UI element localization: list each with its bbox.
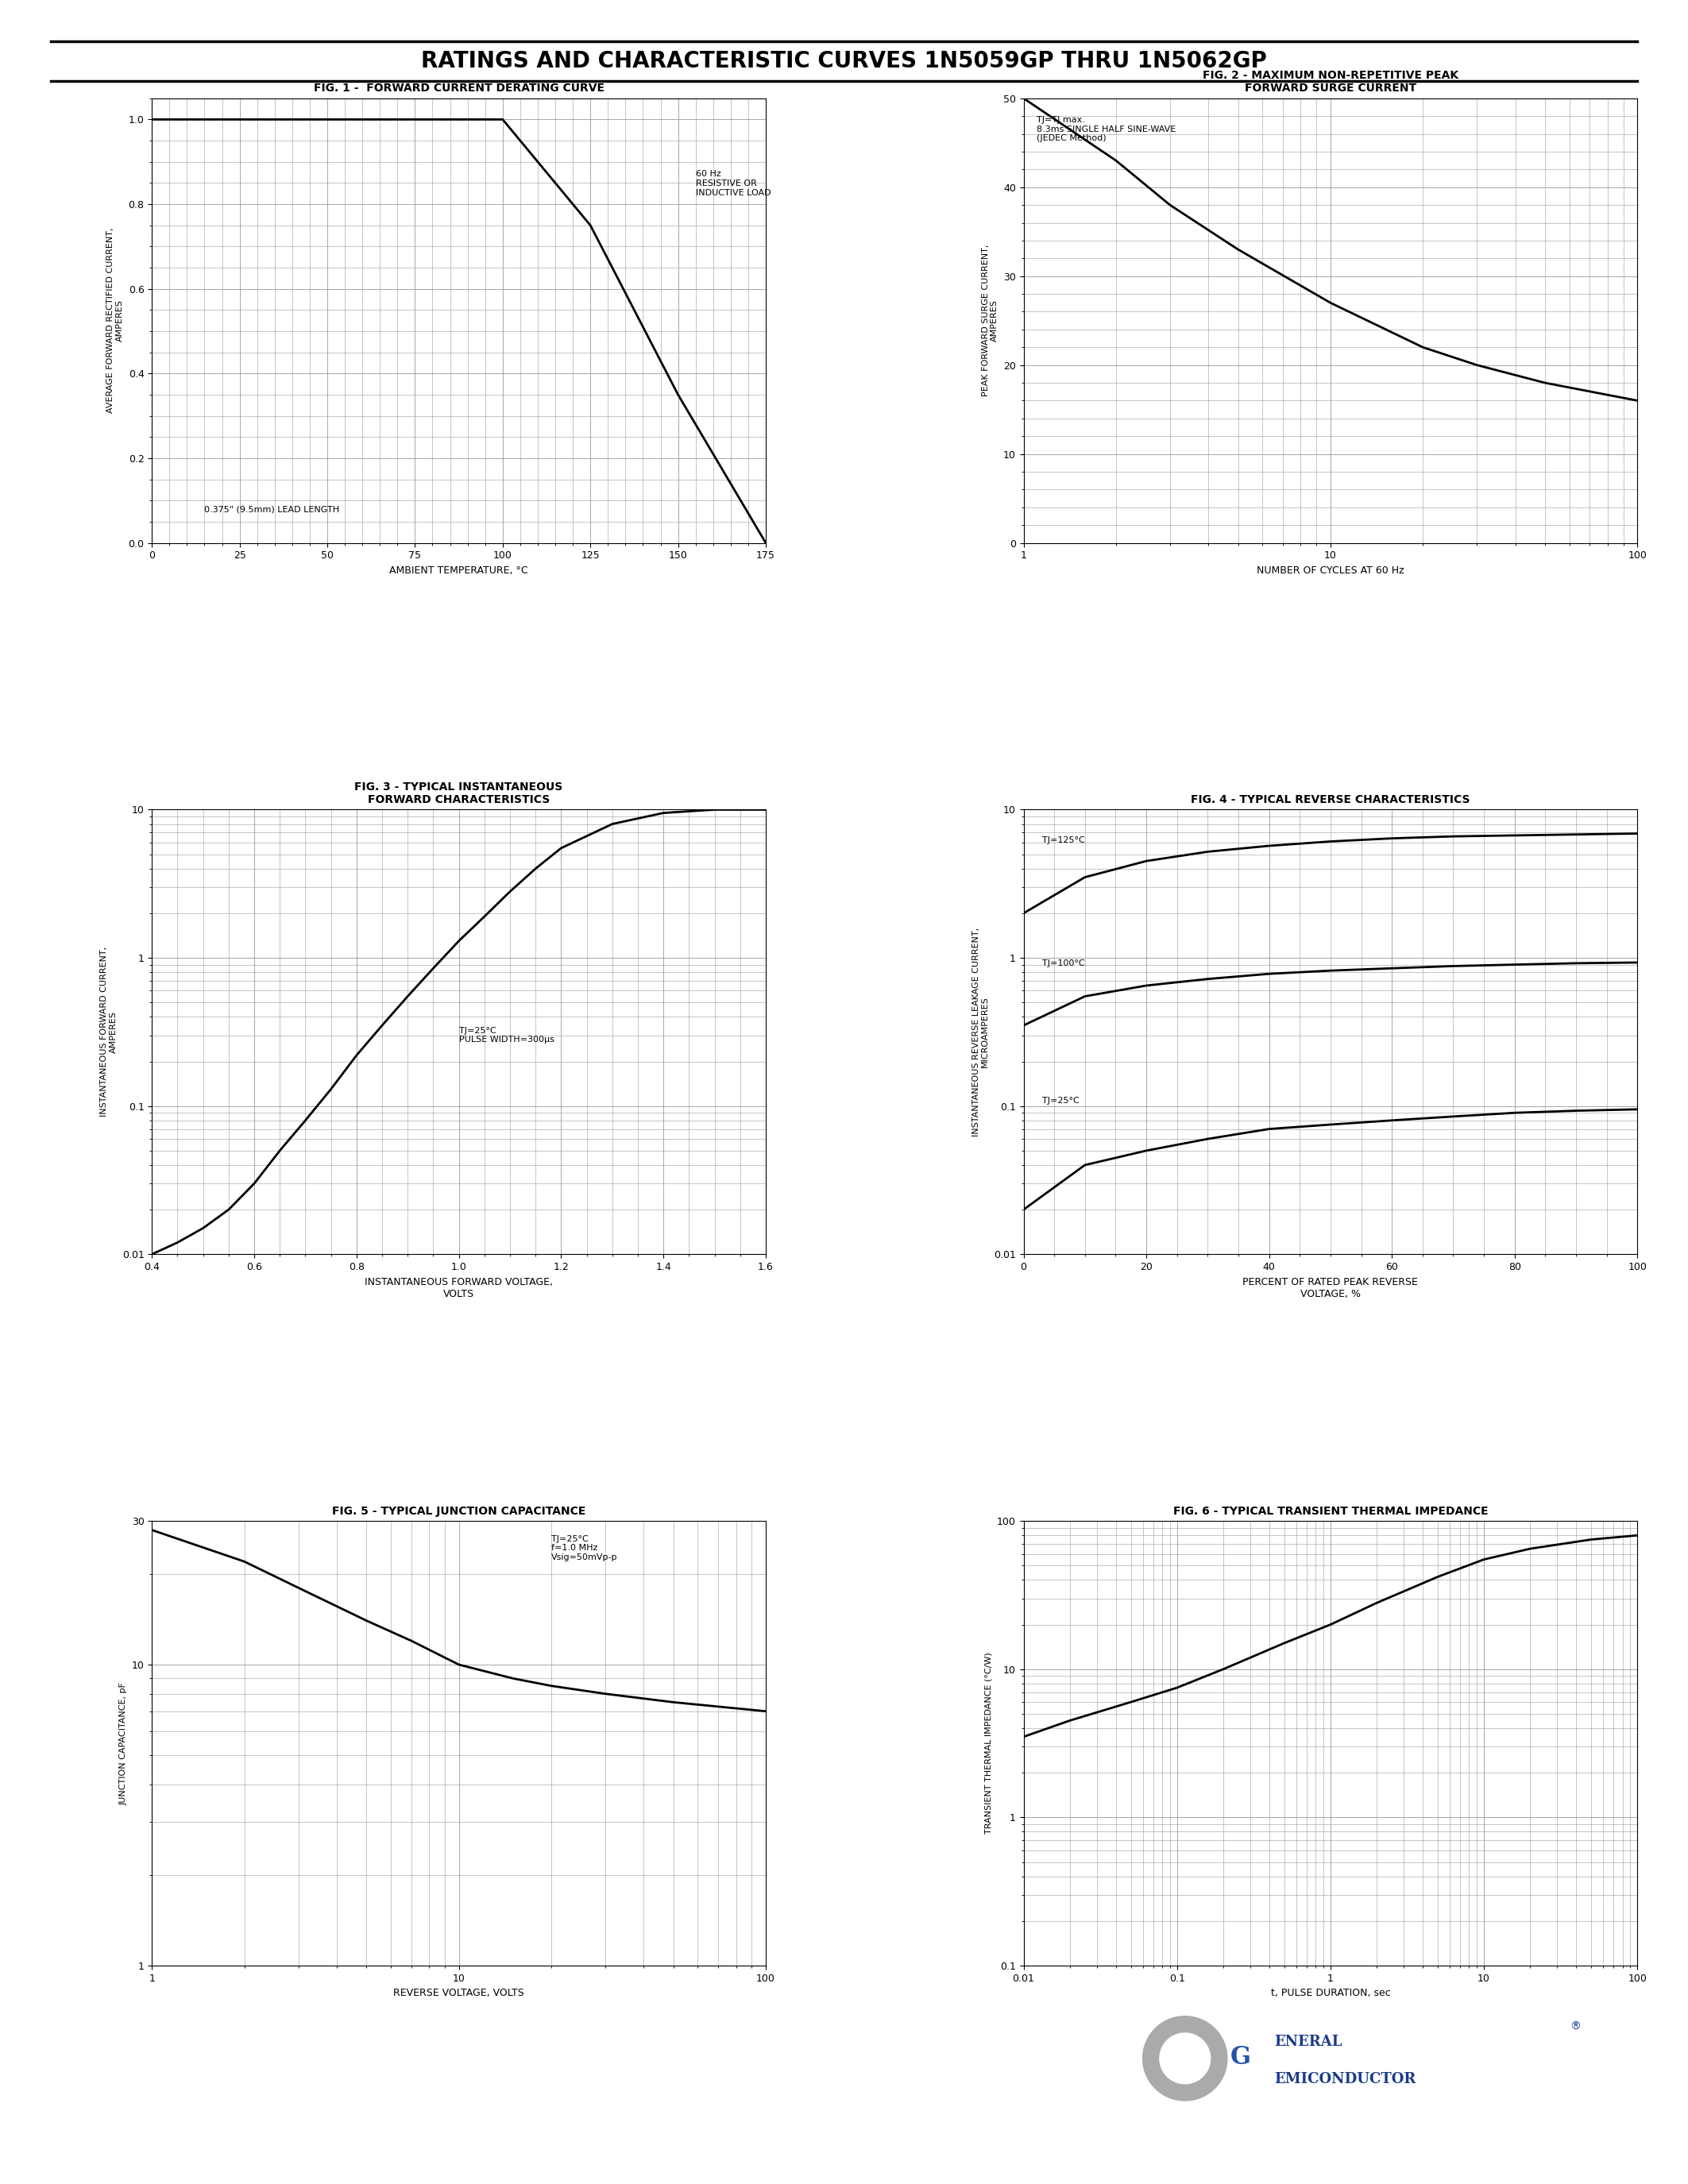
Text: TJ=TJ max.
8.3ms SINGLE HALF SINE-WAVE
(JEDEC Method): TJ=TJ max. 8.3ms SINGLE HALF SINE-WAVE (… xyxy=(1036,116,1175,142)
Title: FIG. 5 - TYPICAL JUNCTION CAPACITANCE: FIG. 5 - TYPICAL JUNCTION CAPACITANCE xyxy=(333,1505,586,1516)
X-axis label: NUMBER OF CYCLES AT 60 Hz: NUMBER OF CYCLES AT 60 Hz xyxy=(1258,566,1404,577)
Y-axis label: AVERAGE FORWARD RECTIFIED CURRENT,
AMPERES: AVERAGE FORWARD RECTIFIED CURRENT, AMPER… xyxy=(106,227,123,413)
X-axis label: AMBIENT TEMPERATURE, °C: AMBIENT TEMPERATURE, °C xyxy=(390,566,528,577)
Title: FIG. 3 - TYPICAL INSTANTANEOUS
FORWARD CHARACTERISTICS: FIG. 3 - TYPICAL INSTANTANEOUS FORWARD C… xyxy=(354,782,564,806)
Text: TJ=25°C: TJ=25°C xyxy=(1041,1096,1079,1105)
Text: ®: ® xyxy=(1570,2020,1582,2033)
X-axis label: t, PULSE DURATION, sec: t, PULSE DURATION, sec xyxy=(1271,1987,1391,1998)
Text: TJ=25°C
PULSE WIDTH=300μs: TJ=25°C PULSE WIDTH=300μs xyxy=(459,1026,554,1044)
Polygon shape xyxy=(1150,2046,1225,2099)
Polygon shape xyxy=(1160,2033,1210,2084)
Text: RATINGS AND CHARACTERISTIC CURVES 1N5059GP THRU 1N5062GP: RATINGS AND CHARACTERISTIC CURVES 1N5059… xyxy=(420,50,1268,72)
Polygon shape xyxy=(1143,2016,1227,2101)
X-axis label: REVERSE VOLTAGE, VOLTS: REVERSE VOLTAGE, VOLTS xyxy=(393,1987,525,1998)
Polygon shape xyxy=(1161,2035,1209,2081)
Title: FIG. 1 -  FORWARD CURRENT DERATING CURVE: FIG. 1 - FORWARD CURRENT DERATING CURVE xyxy=(314,83,604,94)
X-axis label: INSTANTANEOUS FORWARD VOLTAGE,
VOLTS: INSTANTANEOUS FORWARD VOLTAGE, VOLTS xyxy=(365,1278,554,1299)
Text: TJ=100°C: TJ=100°C xyxy=(1041,959,1085,968)
Text: 60 Hz
RESISTIVE OR
INDUCTIVE LOAD: 60 Hz RESISTIVE OR INDUCTIVE LOAD xyxy=(695,170,771,197)
Text: G: G xyxy=(1231,2044,1251,2070)
Text: TJ=125°C: TJ=125°C xyxy=(1041,836,1085,843)
Text: TJ=25°C
f=1.0 MHz
Vsig=50mVp-p: TJ=25°C f=1.0 MHz Vsig=50mVp-p xyxy=(552,1535,618,1562)
Text: ENERAL: ENERAL xyxy=(1274,2035,1342,2049)
Y-axis label: JUNCTION CAPACITANCE, pF: JUNCTION CAPACITANCE, pF xyxy=(120,1682,127,1804)
Y-axis label: TRANSIENT THERMAL IMPEDANCE (°C/W): TRANSIENT THERMAL IMPEDANCE (°C/W) xyxy=(984,1653,993,1835)
Y-axis label: INSTANTANEOUS REVERSE LEAKAGE CURRENT,
MICROAMPERES: INSTANTANEOUS REVERSE LEAKAGE CURRENT, M… xyxy=(972,928,989,1136)
Title: FIG. 4 - TYPICAL REVERSE CHARACTERISTICS: FIG. 4 - TYPICAL REVERSE CHARACTERISTICS xyxy=(1190,795,1470,806)
X-axis label: PERCENT OF RATED PEAK REVERSE
VOLTAGE, %: PERCENT OF RATED PEAK REVERSE VOLTAGE, % xyxy=(1242,1278,1418,1299)
Title: FIG. 2 - MAXIMUM NON-REPETITIVE PEAK
FORWARD SURGE CURRENT: FIG. 2 - MAXIMUM NON-REPETITIVE PEAK FOR… xyxy=(1202,70,1458,94)
Text: EMICONDUCTOR: EMICONDUCTOR xyxy=(1274,2073,1416,2086)
Text: 0.375" (9.5mm) LEAD LENGTH: 0.375" (9.5mm) LEAD LENGTH xyxy=(204,505,339,513)
Title: FIG. 6 - TYPICAL TRANSIENT THERMAL IMPEDANCE: FIG. 6 - TYPICAL TRANSIENT THERMAL IMPED… xyxy=(1173,1505,1489,1516)
Polygon shape xyxy=(1144,2018,1225,2070)
Y-axis label: PEAK FORWARD SURGE CURRENT,
AMPERES: PEAK FORWARD SURGE CURRENT, AMPERES xyxy=(981,245,999,397)
Y-axis label: INSTANTANEOUS FORWARD CURRENT,
AMPERES: INSTANTANEOUS FORWARD CURRENT, AMPERES xyxy=(101,948,118,1116)
